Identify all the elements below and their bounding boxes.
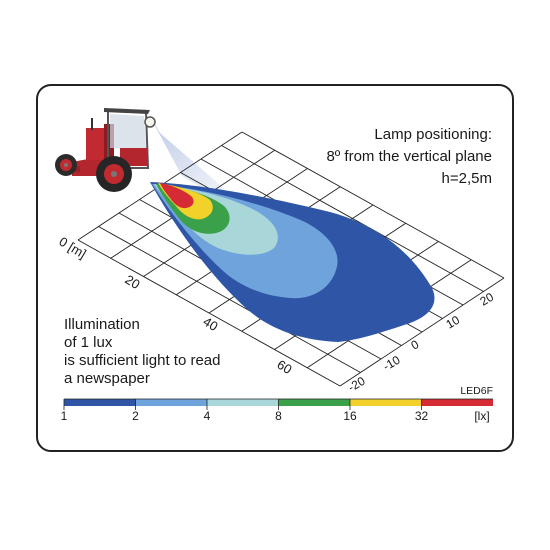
note-line-2: of 1 lux xyxy=(64,334,113,351)
legend-tick-label: 16 xyxy=(343,409,357,423)
lateral-tick-label: 20 xyxy=(478,290,497,309)
legend-tick-label: 1 xyxy=(61,409,68,423)
note-line-4: a newspaper xyxy=(64,370,150,387)
note-line-3: is sufficient light to read xyxy=(64,352,221,369)
tractor-icon xyxy=(55,108,156,192)
color-scale-legend: 1 2 4 8 16 32 [lx] xyxy=(61,398,493,423)
legend-tick-label: 8 xyxy=(275,409,282,423)
lamp-positioning-info: Lamp positioning: 8º from the vertical p… xyxy=(326,124,492,190)
legend-band xyxy=(207,399,279,406)
distance-axis-ticks: 20 40 60 xyxy=(122,272,294,377)
lamp-angle-text: 8º from the vertical plane xyxy=(326,148,492,165)
legend-unit-label: [lx] xyxy=(474,409,489,423)
contour-32-lux xyxy=(160,183,194,209)
illuminance-contours xyxy=(150,182,435,342)
distance-tick-label: 20 xyxy=(122,272,142,292)
distance-tick-label: 40 xyxy=(200,314,220,334)
legend-band xyxy=(64,399,136,406)
model-label: LED6F xyxy=(460,385,493,397)
legend-tick-label: 32 xyxy=(415,409,429,423)
legend-band xyxy=(278,399,350,406)
legend-tick-label: 2 xyxy=(132,409,139,423)
note-line-1: Illumination xyxy=(64,316,140,333)
legend-band xyxy=(135,399,207,406)
legend-tick-label: 4 xyxy=(204,409,211,423)
lamp-height-text: h=2,5m xyxy=(441,170,492,187)
illumination-note: Illumination of 1 lux is sufficient ligh… xyxy=(64,316,220,388)
lateral-tick-label: 10 xyxy=(444,313,463,332)
legend-band xyxy=(350,399,422,406)
lamp-positioning-title: Lamp positioning: xyxy=(374,126,492,143)
legend-band xyxy=(421,399,493,406)
distance-tick-label: 60 xyxy=(274,357,294,377)
